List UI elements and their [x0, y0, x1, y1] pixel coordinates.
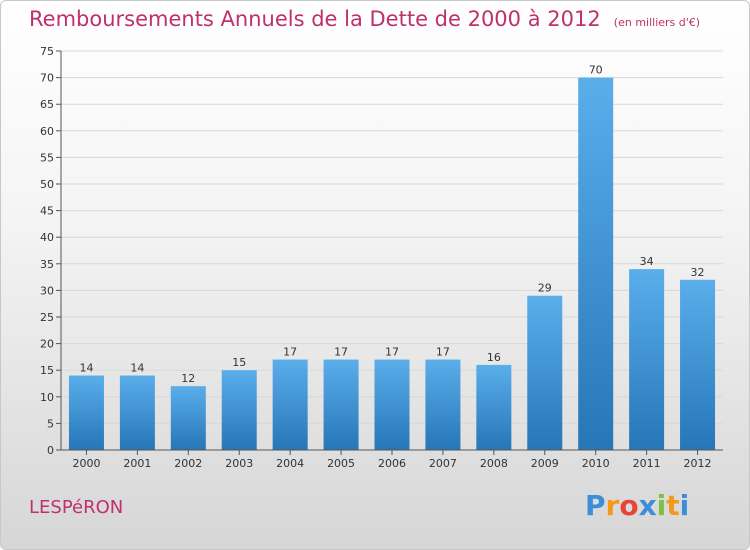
x-tick-label-2002: 2002 — [174, 457, 202, 470]
y-tick-label-35: 35 — [40, 258, 54, 271]
logo-letter: x — [638, 489, 657, 522]
x-tick-label-2008: 2008 — [480, 457, 508, 470]
x-tick-label-2005: 2005 — [327, 457, 355, 470]
y-tick-label-30: 30 — [40, 284, 54, 297]
y-tick-label-0: 0 — [47, 444, 54, 457]
y-tick-label-20: 20 — [40, 338, 54, 351]
x-tick-label-2001: 2001 — [123, 457, 151, 470]
logo-letter: t — [666, 489, 680, 522]
bar-value-2001: 14 — [130, 362, 144, 375]
bar-2005 — [323, 359, 359, 450]
x-tick-label-2011: 2011 — [633, 457, 661, 470]
chart-unit: (en milliers d'€) — [613, 16, 701, 29]
logo-letter: r — [605, 489, 620, 522]
y-tick-label-60: 60 — [40, 125, 54, 138]
bar-value-2010: 70 — [589, 64, 603, 77]
bar-value-2002: 12 — [181, 372, 195, 385]
bar-value-2005: 17 — [334, 346, 348, 359]
axes: 0 5 10 15 20 25 30 35 40 45 50 55 60 65 70 75 2000 2001 20… — [40, 45, 723, 470]
y-tick-label-5: 5 — [47, 417, 54, 430]
y-tick-label-25: 25 — [40, 311, 54, 324]
bars: 14 14 12 15 17 17 17 17 16 29 70 34 32 — [68, 64, 716, 450]
y-tick-label-15: 15 — [40, 364, 54, 377]
bar-2001 — [119, 375, 155, 450]
y-tick-label-65: 65 — [40, 98, 54, 111]
logo-letter: i — [656, 489, 667, 522]
title-row: Remboursements Annuels de la Dette de 20… — [29, 7, 700, 31]
bar-2009 — [527, 295, 563, 450]
bar-value-2012: 32 — [691, 266, 705, 279]
x-tick-label-2007: 2007 — [429, 457, 457, 470]
logo-letter: P — [585, 489, 606, 522]
bar-2008 — [476, 364, 512, 450]
commune-name: LESPéRON — [29, 497, 124, 518]
logo-letter: i — [679, 489, 690, 522]
bar-value-2008: 16 — [487, 351, 501, 364]
bar-2003 — [221, 370, 257, 450]
y-tick-label-75: 75 — [40, 45, 54, 58]
bar-2011 — [629, 269, 665, 450]
bar-2010 — [578, 77, 614, 450]
bar-value-2004: 17 — [283, 346, 297, 359]
bar-value-2006: 17 — [385, 346, 399, 359]
bar-2006 — [374, 359, 410, 450]
bar-value-2003: 15 — [232, 356, 246, 369]
bar-value-2009: 29 — [538, 282, 552, 295]
x-tick-label-2010: 2010 — [582, 457, 610, 470]
bar-2004 — [272, 359, 308, 450]
y-tick-label-50: 50 — [40, 178, 54, 191]
bar-2000 — [68, 375, 104, 450]
proxiti-logo: Proxiti — [585, 489, 689, 522]
x-tick-label-2006: 2006 — [378, 457, 406, 470]
bar-2007 — [425, 359, 461, 450]
x-tick-label-2000: 2000 — [72, 457, 100, 470]
x-tick-label-2003: 2003 — [225, 457, 253, 470]
chart-title: Remboursements Annuels de la Dette de 20… — [29, 7, 601, 31]
bar-2012 — [680, 279, 716, 450]
y-tick-label-70: 70 — [40, 72, 54, 85]
x-tick-label-2009: 2009 — [531, 457, 559, 470]
x-tick-label-2012: 2012 — [684, 457, 712, 470]
logo-letter: o — [619, 489, 639, 522]
bar-2002 — [170, 386, 206, 450]
y-tick-label-45: 45 — [40, 205, 54, 218]
y-tick-label-10: 10 — [40, 391, 54, 404]
x-tick-label-2004: 2004 — [276, 457, 304, 470]
bar-value-2007: 17 — [436, 346, 450, 359]
y-tick-label-40: 40 — [40, 231, 54, 244]
bar-value-2000: 14 — [79, 362, 93, 375]
bar-value-2011: 34 — [640, 255, 654, 268]
y-tick-label-55: 55 — [40, 151, 54, 164]
